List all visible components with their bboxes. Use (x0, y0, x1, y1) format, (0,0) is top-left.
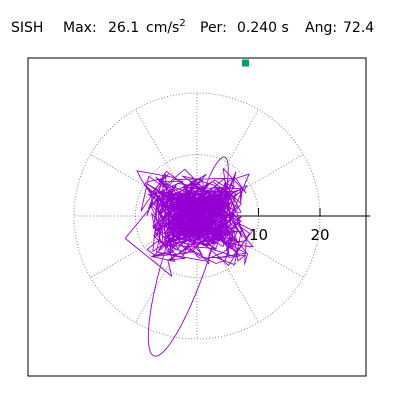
peak-marker-group (242, 59, 250, 67)
max-unit-base: cm/s (146, 20, 180, 36)
period-label: Per: (200, 20, 227, 36)
station-name: SISH (11, 20, 44, 36)
grid-spoke-30 (226, 154, 304, 200)
motion-trace-path (124, 156, 254, 357)
angle-value: 72.4 (343, 20, 375, 36)
peak-marker (242, 59, 250, 67)
plot-frame (27, 57, 367, 377)
grid-spoke-60 (213, 109, 259, 187)
chart-header: SISH Max: 26.1 cm/s2 Per: 0.240 s Ang: 7… (0, 0, 400, 50)
tick-label-20: 20 (310, 226, 329, 244)
max-unit: cm/s2 (146, 18, 186, 36)
grid-spoke-120 (135, 109, 181, 187)
max-label: Max: (63, 20, 97, 36)
tick-label-10: 10 (249, 226, 268, 244)
max-value: 26.1 (108, 20, 140, 36)
angle-label: Ang: (305, 20, 338, 36)
period-value: 0.240 s (237, 20, 289, 36)
max-unit-exponent: 2 (179, 18, 186, 29)
motion-trace (124, 156, 254, 357)
